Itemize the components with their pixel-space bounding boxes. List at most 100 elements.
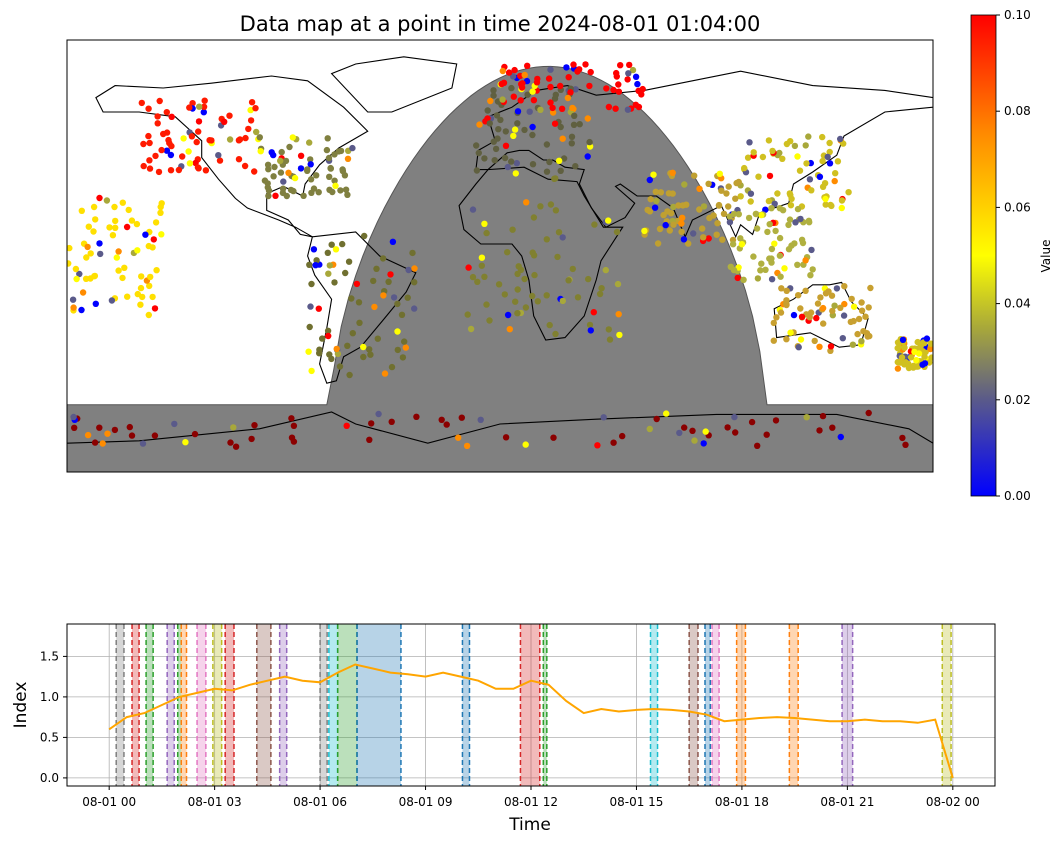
- data-point-russia-north: [615, 88, 623, 95]
- data-point-north-america-east: [323, 146, 331, 154]
- event-band: [543, 624, 547, 786]
- data-point-east-asia: [787, 138, 794, 145]
- data-point-north-america-west: [216, 157, 224, 164]
- data-point-north-america-west: [167, 167, 175, 174]
- data-point-south-asia: [678, 228, 685, 235]
- data-point-antarctica: [70, 413, 77, 421]
- data-point-antarctica: [84, 431, 92, 439]
- data-point-south-america: [411, 305, 418, 312]
- data-point-east-asia: [824, 153, 831, 161]
- data-point-north-america-east: [256, 134, 263, 141]
- data-point-russia-north: [635, 103, 643, 111]
- data-point-east-asia: [747, 198, 754, 205]
- data-point-north-america-east: [270, 173, 277, 180]
- data-point-new-zealand: [902, 359, 910, 366]
- event-band: [357, 624, 401, 786]
- data-point-north-america-east: [289, 134, 296, 141]
- data-point-pacific-islands: [78, 207, 86, 214]
- data-point-australia: [837, 304, 844, 311]
- data-point-north-america-east: [279, 185, 287, 192]
- data-point-south-asia: [644, 206, 651, 214]
- data-point-antarctica: [646, 425, 653, 433]
- data-point-russia-north: [605, 103, 613, 111]
- data-point-australia: [783, 297, 790, 304]
- data-point-north-america-west: [200, 109, 207, 116]
- data-point-southeast-asia: [740, 276, 747, 283]
- data-point-east-asia: [832, 170, 839, 177]
- data-point-russia-north: [545, 75, 553, 82]
- data-point-russia-north: [499, 67, 506, 75]
- data-point-north-america-east: [261, 177, 269, 184]
- data-point-north-america-east: [337, 147, 345, 155]
- data-point-north-america-east: [287, 186, 295, 194]
- data-point-south-asia: [675, 202, 682, 209]
- data-point-antarctica: [171, 420, 178, 428]
- data-point-australia: [811, 337, 818, 345]
- data-point-russia-north: [625, 70, 632, 77]
- data-point-pacific-islands: [115, 267, 122, 274]
- data-point-australia: [867, 284, 874, 292]
- data-point-north-america-west: [251, 168, 258, 175]
- data-point-north-america-east: [349, 144, 356, 152]
- data-point-southeast-asia: [771, 240, 778, 247]
- data-point-russia-north: [517, 97, 524, 104]
- data-point-north-america-west: [163, 109, 170, 116]
- data-point-east-asia: [819, 183, 827, 190]
- data-point-pacific-islands: [137, 284, 145, 292]
- colorbar-tick-label: 0.00: [1004, 489, 1031, 503]
- data-point-africa: [591, 221, 598, 228]
- data-point-africa: [605, 217, 612, 224]
- event-band: [462, 624, 470, 786]
- data-point-pacific-islands: [139, 293, 146, 301]
- data-point-new-zealand: [907, 354, 915, 361]
- data-point-north-america-east: [265, 192, 272, 200]
- x-tick-label: 08-01 06: [293, 795, 347, 809]
- data-point-pacific-islands: [82, 275, 90, 282]
- data-point-antarctica: [819, 412, 827, 420]
- coastline-greenland: [330, 56, 458, 113]
- data-point-north-america-east: [329, 188, 336, 196]
- data-point-north-america-west: [154, 120, 161, 127]
- data-point-north-america-west: [156, 97, 163, 105]
- data-point-antarctica: [251, 422, 258, 429]
- data-point-south-asia: [714, 220, 721, 227]
- event-band: [520, 624, 540, 786]
- data-point-africa: [559, 297, 566, 305]
- coastline-north-america: [95, 75, 369, 238]
- data-point-pacific-islands: [124, 293, 131, 300]
- data-point-africa: [478, 254, 486, 261]
- data-point-australia: [848, 295, 855, 303]
- data-point-south-asia: [652, 188, 659, 195]
- data-point-south-america: [371, 303, 378, 311]
- data-point-pacific-islands: [111, 203, 118, 211]
- data-point-antarctica: [691, 437, 698, 444]
- data-point-north-america-east: [257, 148, 264, 155]
- data-point-north-america-east: [270, 151, 277, 159]
- data-point-south-america: [367, 351, 374, 358]
- colorbar-tick-label: 0.10: [1004, 8, 1031, 22]
- data-point-east-asia: [755, 173, 762, 180]
- data-point-antarctica: [366, 436, 373, 443]
- data-point-europe: [555, 157, 563, 164]
- data-point-africa: [555, 229, 563, 236]
- event-band: [197, 624, 206, 786]
- data-point-north-america-east: [278, 148, 285, 156]
- y-tick-label: 1.5: [40, 649, 59, 663]
- data-point-south-america: [360, 353, 367, 361]
- data-point-south-asia: [705, 180, 712, 187]
- colorbar-label: Value: [1039, 240, 1053, 273]
- x-tick-label: 08-01 15: [609, 795, 663, 809]
- data-point-pacific-islands: [79, 289, 87, 296]
- data-point-east-asia: [737, 193, 744, 200]
- data-point-southeast-asia: [792, 219, 799, 226]
- data-point-east-asia: [837, 135, 844, 143]
- data-point-russia-north: [537, 106, 544, 114]
- x-tick-label: 08-01 00: [82, 795, 136, 809]
- data-point-russia-north: [558, 105, 566, 113]
- data-point-russia-north: [624, 76, 631, 83]
- data-point-africa: [514, 310, 521, 317]
- data-point-russia-north: [570, 61, 577, 68]
- data-point-africa: [530, 252, 538, 259]
- data-point-south-asia: [681, 181, 688, 188]
- data-point-europe: [484, 115, 491, 122]
